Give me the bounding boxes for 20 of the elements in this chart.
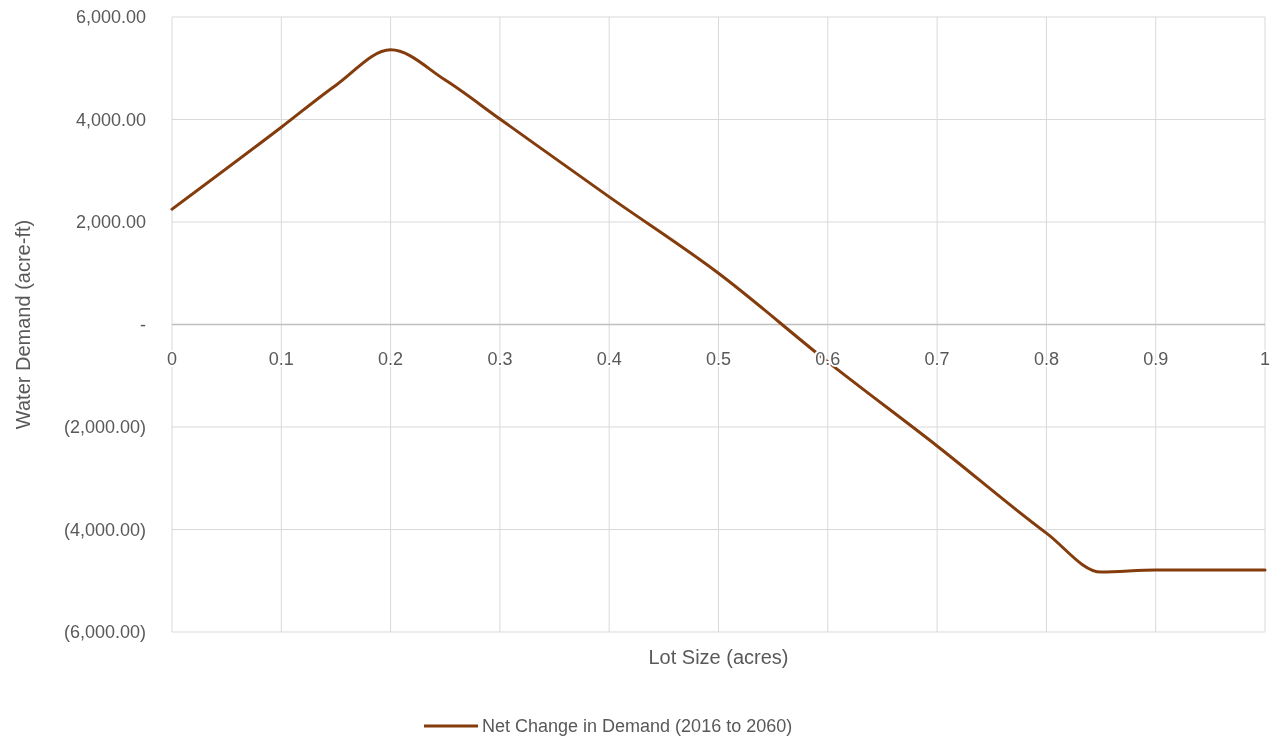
legend-label: Net Change in Demand (2016 to 2060) [482, 716, 793, 737]
y-tick-label: (2,000.00) [63, 417, 146, 438]
y-tick-label: 2,000.00 [75, 212, 146, 233]
x-tick-label: 1 [1259, 348, 1271, 369]
x-tick-label: 0.9 [1143, 348, 1169, 369]
y-tick-label: 6,000.00 [75, 7, 146, 28]
x-tick-label: 0.2 [378, 348, 404, 369]
y-tick-label: (4,000.00) [63, 519, 146, 540]
x-tick-label: 0 [166, 348, 178, 369]
y-tick-label: (6,000.00) [63, 622, 146, 643]
x-tick-label: 0.8 [1033, 348, 1059, 369]
y-tick-label: 4,000.00 [75, 109, 146, 130]
x-tick-label: 0.4 [596, 348, 622, 369]
x-axis-title: Lot Size (acres) [648, 646, 789, 668]
x-tick-label: 0.1 [268, 348, 294, 369]
x-tick-label: 0.7 [924, 348, 950, 369]
y-axis-title: Water Demand (acre-ft) [12, 219, 34, 430]
y-tick-label: - [140, 314, 146, 335]
x-tick-label: 0.3 [487, 348, 513, 369]
x-tick-label: 0.5 [705, 348, 732, 369]
